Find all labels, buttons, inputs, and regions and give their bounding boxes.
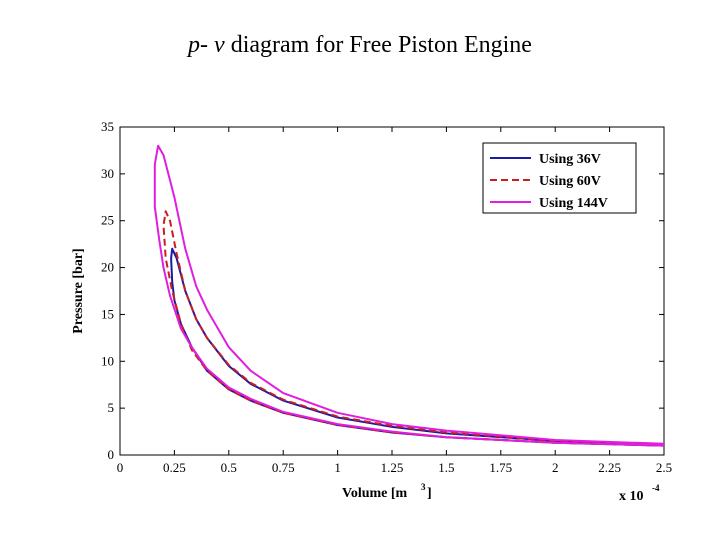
x-tick-label: 2: [552, 460, 559, 475]
y-tick-label: 15: [101, 306, 114, 321]
x-axis-label-close: ]: [427, 486, 432, 501]
x-tick-label: 1.75: [489, 460, 512, 475]
y-axis-label: Pressure [bar]: [71, 248, 86, 333]
y-ticks: 0 5 10 15 20 25 30 35: [101, 119, 664, 462]
x-tick-label: 1.25: [381, 460, 404, 475]
x-multiplier: x 10: [619, 489, 644, 504]
x-axis-label-exp: 3: [421, 482, 426, 492]
x-multiplier-exp: -4: [652, 483, 660, 493]
y-tick-label: 5: [108, 400, 115, 415]
y-tick-label: 20: [101, 260, 114, 275]
legend: Using 36V Using 60V Using 144V: [482, 142, 637, 214]
y-tick-label: 25: [101, 213, 114, 228]
legend-label-1: Using 36V: [539, 152, 601, 167]
x-ticks: 0 0.25 0.5 0.75 1 1.25 1.5 1.75 2 2.25 2.5: [117, 127, 672, 475]
curves: [153, 144, 665, 447]
y-tick-label: 35: [101, 119, 114, 134]
y-tick-label: 0: [108, 447, 115, 462]
x-tick-label: 0.5: [221, 460, 237, 475]
title-var-v: v: [214, 32, 225, 58]
title-var-p: p-: [188, 32, 209, 58]
x-tick-label: 0.25: [163, 460, 186, 475]
series-line-3: [153, 144, 665, 447]
y-tick-label: 10: [101, 353, 114, 368]
legend-label-3: Using 144V: [539, 196, 608, 211]
x-tick-label: 0.75: [272, 460, 295, 475]
x-tick-label: 0: [117, 460, 124, 475]
x-tick-label: 2.25: [598, 460, 621, 475]
x-tick-label: 1.5: [438, 460, 454, 475]
y-tick-label: 30: [101, 166, 114, 181]
legend-label-2: Using 60V: [539, 174, 601, 189]
x-tick-label: 1: [334, 460, 341, 475]
x-tick-label: 2.5: [656, 460, 672, 475]
slide-title: p- v diagram for Free Piston Engine: [0, 32, 720, 59]
x-axis-label: Volume [m: [342, 486, 408, 501]
title-rest: diagram for Free Piston Engine: [224, 32, 532, 58]
